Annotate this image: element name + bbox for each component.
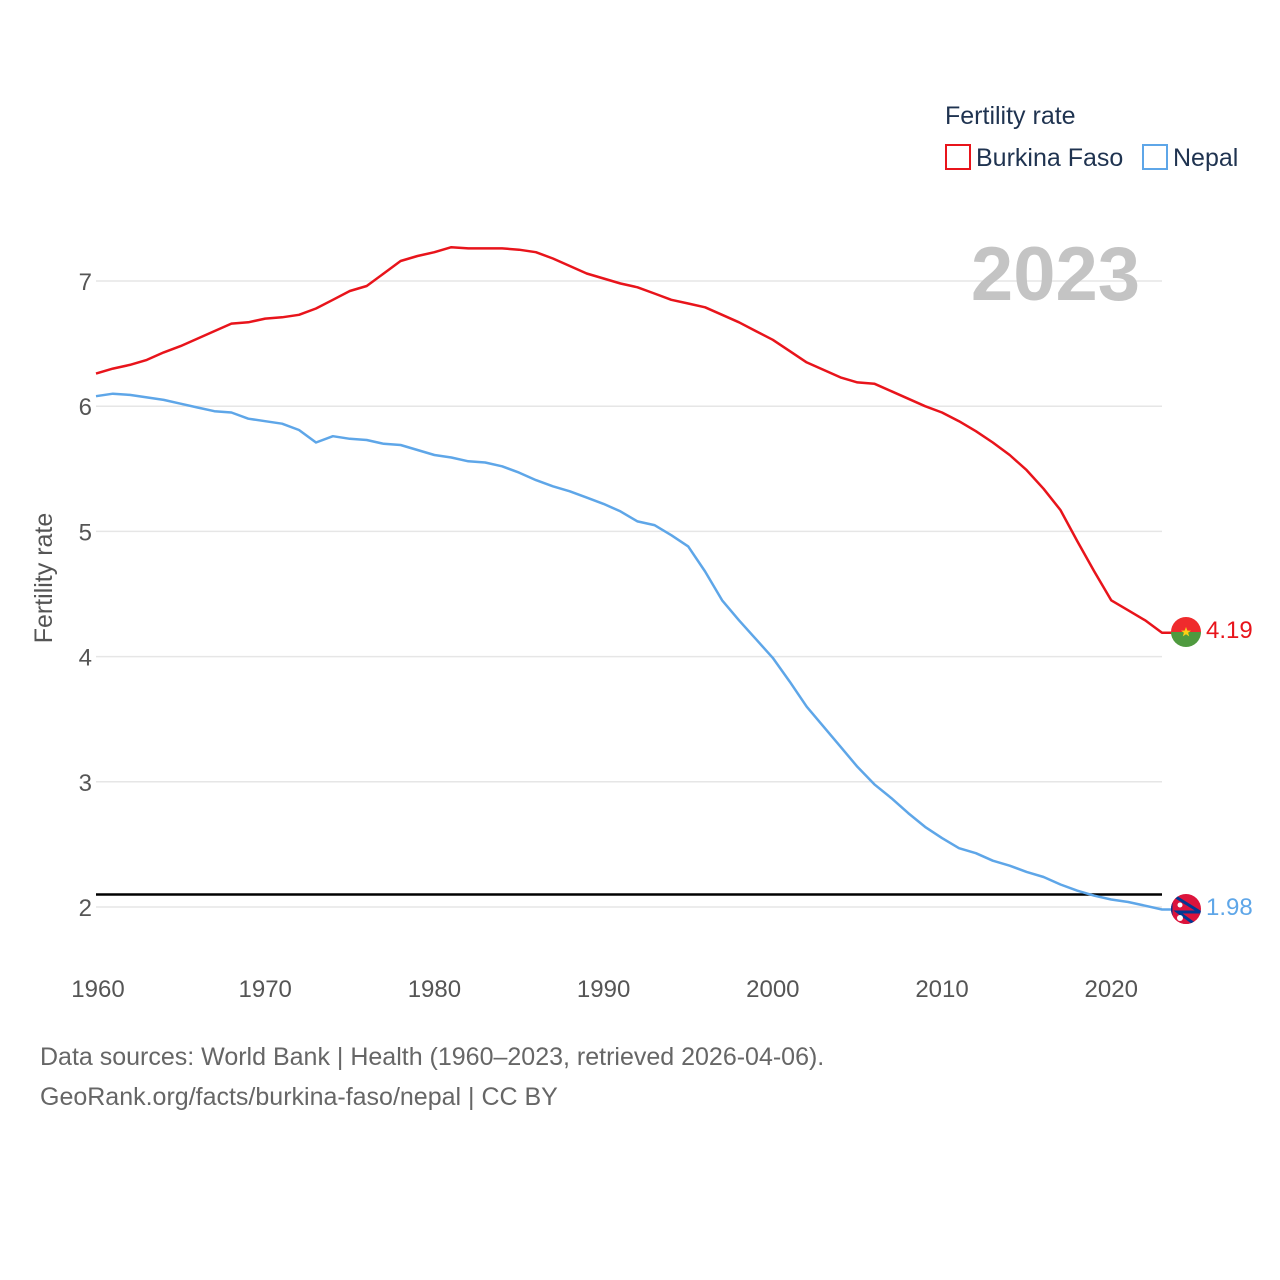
y-tick-6: 6: [79, 394, 92, 421]
legend: Fertility rate Burkina Faso Nepal: [945, 102, 1238, 172]
gridlines: [96, 280, 1162, 908]
current-year-label: 2023: [971, 232, 1140, 317]
legend-label-nepal[interactable]: Nepal: [1173, 144, 1238, 172]
y-axis-title: Fertility rate: [30, 513, 58, 644]
end-value-burkina-faso: 4.19: [1206, 617, 1253, 644]
x-tick-1990: 1990: [577, 976, 630, 1003]
x-axis-ticks: 1960 1970 1980 1990 2000 2010 2020: [71, 976, 1138, 1003]
end-value-nepal: 1.98: [1206, 894, 1253, 921]
footer-link[interactable]: GeoRank.org/facts/burkina-faso/nepal | C…: [40, 1083, 558, 1111]
x-tick-2010: 2010: [915, 976, 968, 1003]
footer-sources: Data sources: World Bank | Health (1960–…: [40, 1043, 825, 1071]
legend-title: Fertility rate: [945, 102, 1076, 130]
series-line-nepal[interactable]: [95, 392, 1172, 911]
legend-swatch-nepal[interactable]: [1142, 144, 1168, 170]
series-lines: [95, 245, 1172, 911]
burkina-faso-flag-icon: [1171, 617, 1201, 647]
legend-label-burkina-faso[interactable]: Burkina Faso: [976, 144, 1123, 172]
x-tick-2020: 2020: [1085, 976, 1138, 1003]
y-axis-ticks: 2 3 4 5 6 7: [79, 269, 92, 922]
x-tick-2000: 2000: [746, 976, 799, 1003]
y-tick-4: 4: [79, 645, 92, 672]
nepal-flag-icon: [1171, 894, 1201, 924]
y-tick-3: 3: [79, 770, 92, 797]
series-line-burkina-faso[interactable]: [95, 245, 1172, 635]
legend-swatch-burkina-faso[interactable]: [945, 144, 971, 170]
x-tick-1970: 1970: [239, 976, 292, 1003]
x-tick-1960: 1960: [71, 976, 124, 1003]
y-tick-5: 5: [79, 519, 92, 546]
y-tick-2: 2: [79, 895, 92, 922]
y-tick-7: 7: [79, 269, 92, 296]
x-tick-1980: 1980: [408, 976, 461, 1003]
